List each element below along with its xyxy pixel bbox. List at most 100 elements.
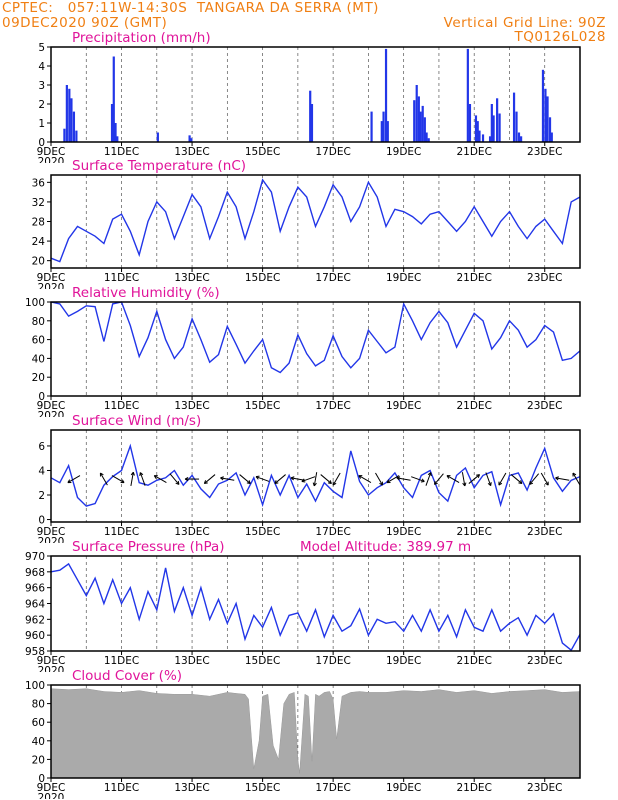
x-date-label: 15DEC bbox=[245, 272, 280, 284]
x-date-label: 17DEC bbox=[315, 400, 350, 412]
precip-bar bbox=[476, 121, 479, 142]
precip-bar bbox=[512, 92, 516, 142]
wind-arrow-head bbox=[99, 472, 104, 477]
panel-frame bbox=[50, 46, 581, 143]
y-tick-label: 24 bbox=[32, 236, 46, 248]
x-date-label: 11DEC bbox=[104, 782, 139, 794]
wind-arrow bbox=[375, 472, 383, 486]
x-date-label: 19DEC bbox=[386, 782, 421, 794]
precip-bar bbox=[466, 48, 469, 142]
precip-bar bbox=[63, 128, 66, 142]
wind-arrow-head bbox=[487, 482, 492, 487]
y-tick-label: 20 bbox=[32, 256, 45, 268]
wind-arrow-head bbox=[358, 475, 363, 479]
wind-arrow-head bbox=[396, 476, 401, 481]
precip-bar bbox=[156, 132, 159, 142]
wind-arrow bbox=[332, 472, 341, 486]
precip-bar bbox=[417, 96, 420, 142]
x-date-label: 9DEC bbox=[37, 655, 66, 667]
wind-arrow-head bbox=[184, 476, 189, 482]
panel-frame bbox=[50, 555, 581, 652]
x-date-label: 13DEC bbox=[174, 655, 209, 667]
precip-bar bbox=[68, 88, 71, 142]
wind-arrow bbox=[139, 472, 146, 486]
x-year-label: 2020 bbox=[38, 665, 65, 677]
precip-bar bbox=[382, 111, 385, 142]
x-date-label: 17DEC bbox=[315, 655, 350, 667]
wind-arrow bbox=[111, 475, 125, 483]
wind-arrow-head bbox=[255, 475, 260, 480]
y-tick-label: 28 bbox=[32, 217, 45, 229]
wind-arrow bbox=[130, 472, 134, 487]
wind-arrow bbox=[255, 476, 270, 482]
precip-bar bbox=[188, 135, 191, 142]
wind-arrow bbox=[510, 474, 523, 484]
wind-arrow-head bbox=[462, 482, 467, 487]
x-year-label: 2020 bbox=[38, 156, 65, 168]
wind-arrow-head bbox=[153, 475, 158, 479]
precip-bar bbox=[490, 104, 493, 142]
precip-bar bbox=[384, 48, 388, 142]
x-date-label: 13DEC bbox=[174, 146, 209, 158]
wind-arrow-head bbox=[67, 479, 72, 484]
wind-arrow bbox=[386, 475, 400, 483]
wind-arrow bbox=[67, 475, 81, 483]
precip-bar bbox=[413, 100, 416, 142]
precip-bar bbox=[425, 132, 428, 142]
wind-arrow bbox=[529, 473, 540, 485]
wind-arrow bbox=[411, 476, 425, 482]
y-tick-label: 80 bbox=[32, 316, 45, 328]
x-date-label: 19DEC bbox=[386, 272, 421, 284]
y-tick-label: 100 bbox=[25, 680, 45, 692]
panel-title: Surface Pressure (hPa) bbox=[72, 539, 225, 555]
series-line bbox=[50, 178, 581, 263]
x-date-label: 21DEC bbox=[456, 400, 491, 412]
wind-arrow-head bbox=[386, 479, 391, 484]
wind-arrow bbox=[204, 474, 216, 484]
precip-bar bbox=[515, 111, 518, 142]
panel-frame bbox=[50, 301, 581, 397]
x-date-label: 9DEC bbox=[37, 782, 66, 794]
x-date-label: 23DEC bbox=[527, 400, 562, 412]
y-tick-label: 962 bbox=[25, 614, 45, 626]
x-date-label: 23DEC bbox=[527, 526, 562, 538]
precip-bar bbox=[550, 132, 553, 142]
y-tick-label: 0 bbox=[38, 515, 45, 527]
precip-bar bbox=[492, 115, 495, 142]
x-date-label: 23DEC bbox=[527, 146, 562, 158]
wind-arrow bbox=[290, 477, 305, 481]
precip-bar bbox=[541, 69, 545, 142]
x-date-label: 19DEC bbox=[386, 400, 421, 412]
y-tick-label: 60 bbox=[32, 717, 45, 729]
precip-bar bbox=[496, 98, 499, 142]
x-year-label: 2020 bbox=[38, 282, 65, 294]
precip-bar bbox=[488, 136, 492, 142]
y-tick-label: 32 bbox=[32, 197, 45, 209]
wind-arrow bbox=[274, 474, 286, 484]
x-date-label: 13DEC bbox=[174, 782, 209, 794]
wind-arrow bbox=[468, 474, 480, 484]
x-date-label: 13DEC bbox=[174, 272, 209, 284]
x-date-label: 15DEC bbox=[245, 526, 280, 538]
y-tick-label: 36 bbox=[32, 177, 46, 189]
wind-arrow-head bbox=[312, 482, 317, 487]
wind-arrow bbox=[572, 472, 581, 486]
wind-arrow bbox=[434, 473, 444, 485]
wind-arrow-head bbox=[327, 480, 332, 485]
precip-bar bbox=[544, 88, 547, 142]
precip-bar bbox=[520, 136, 523, 142]
wind-arrow-head bbox=[529, 480, 534, 485]
y-tick-label: 20 bbox=[32, 372, 45, 384]
wind-arrow bbox=[555, 477, 570, 481]
x-date-label: 21DEC bbox=[456, 655, 491, 667]
y-tick-label: 966 bbox=[25, 583, 45, 595]
panel-annotation: Model Altitude: 389.97 m bbox=[300, 539, 471, 555]
x-date-label: 23DEC bbox=[527, 782, 562, 794]
header-date: 09DEC2020 90Z (GMT) bbox=[2, 15, 168, 31]
wind-arrow-head bbox=[120, 479, 125, 484]
precip-bar bbox=[114, 123, 117, 142]
wind-arrow-head bbox=[555, 476, 559, 481]
x-date-label: 21DEC bbox=[456, 526, 491, 538]
precip-bar bbox=[309, 90, 312, 142]
wind-arrow bbox=[485, 472, 492, 486]
